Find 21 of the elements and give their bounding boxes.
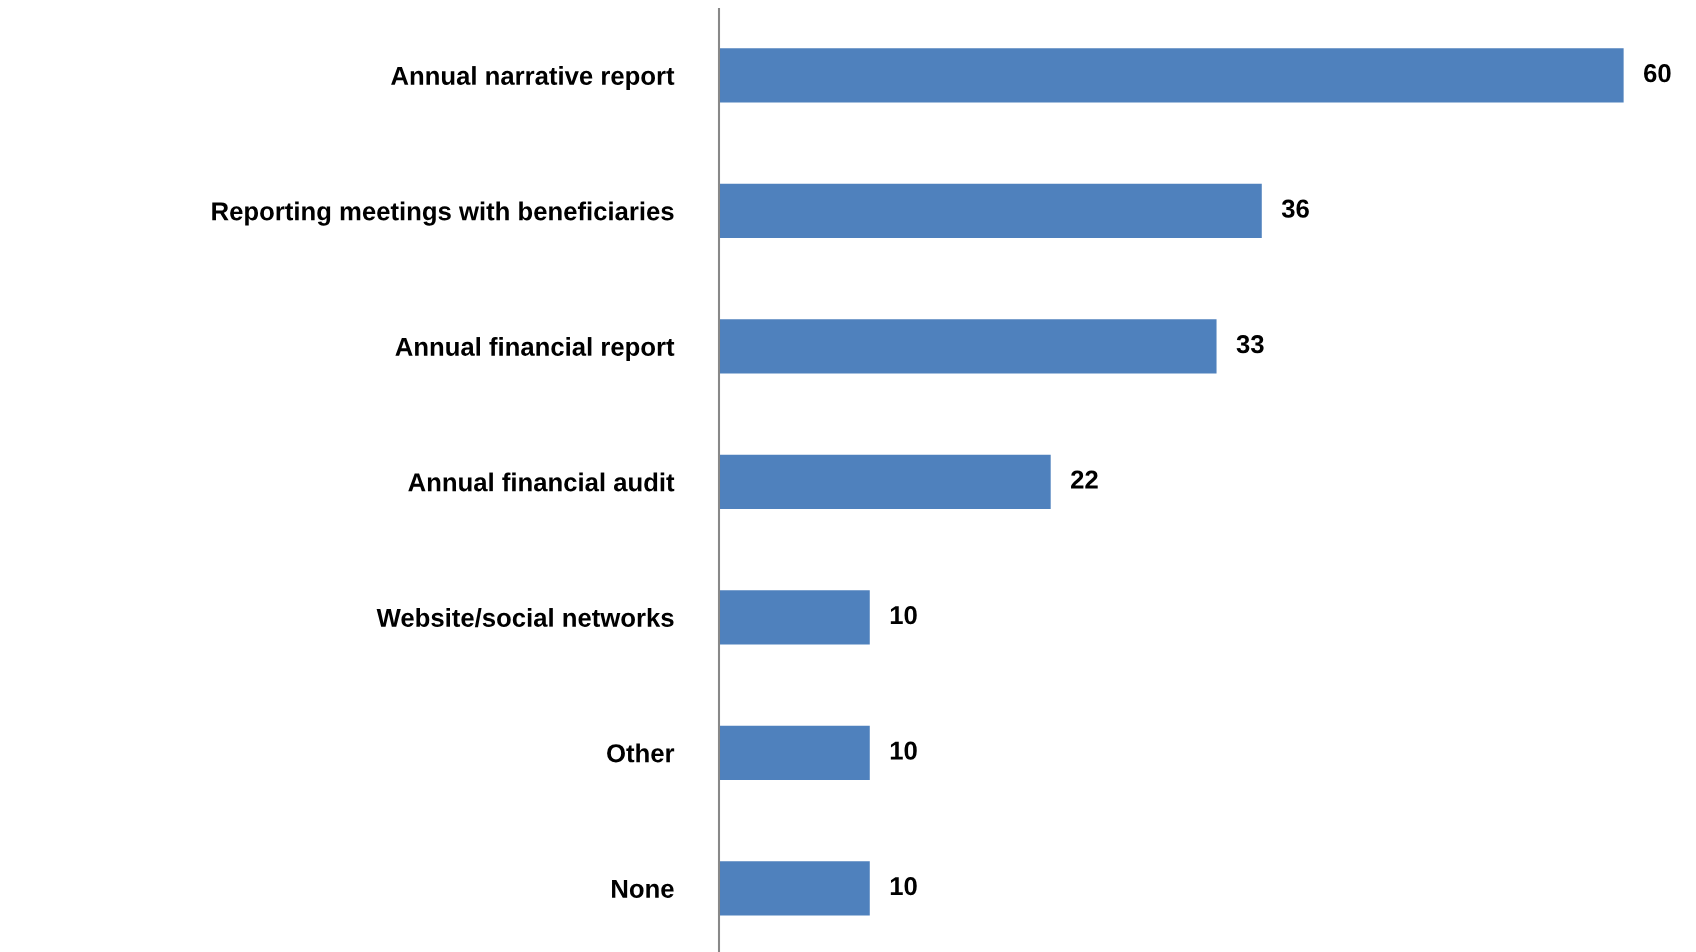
y-tick-label: Website/social networks — [376, 608, 674, 628]
bar — [719, 590, 870, 645]
data-label: 10 — [890, 606, 917, 625]
bar — [719, 319, 1217, 374]
data-label: 33 — [1236, 335, 1264, 354]
data-label: 60 — [1644, 64, 1671, 83]
y-tick-label: None — [612, 879, 674, 898]
bar — [719, 454, 1051, 509]
bar — [719, 48, 1624, 103]
bar — [719, 725, 870, 780]
data-label: 10 — [890, 877, 917, 896]
data-label: 22 — [1071, 470, 1098, 489]
bar — [719, 183, 1262, 238]
y-tick-label: Annual financial audit — [408, 472, 675, 492]
y-tick-label: Annual financial report — [395, 337, 675, 362]
y-tick-label: Reporting meetings with beneficiaries — [212, 201, 674, 226]
data-label: 10 — [890, 741, 917, 760]
y-tick-label: Annual narrative report — [391, 66, 675, 91]
data-label: 36 — [1281, 199, 1309, 218]
bar — [719, 861, 870, 916]
y-tick-label: Other — [607, 743, 675, 763]
